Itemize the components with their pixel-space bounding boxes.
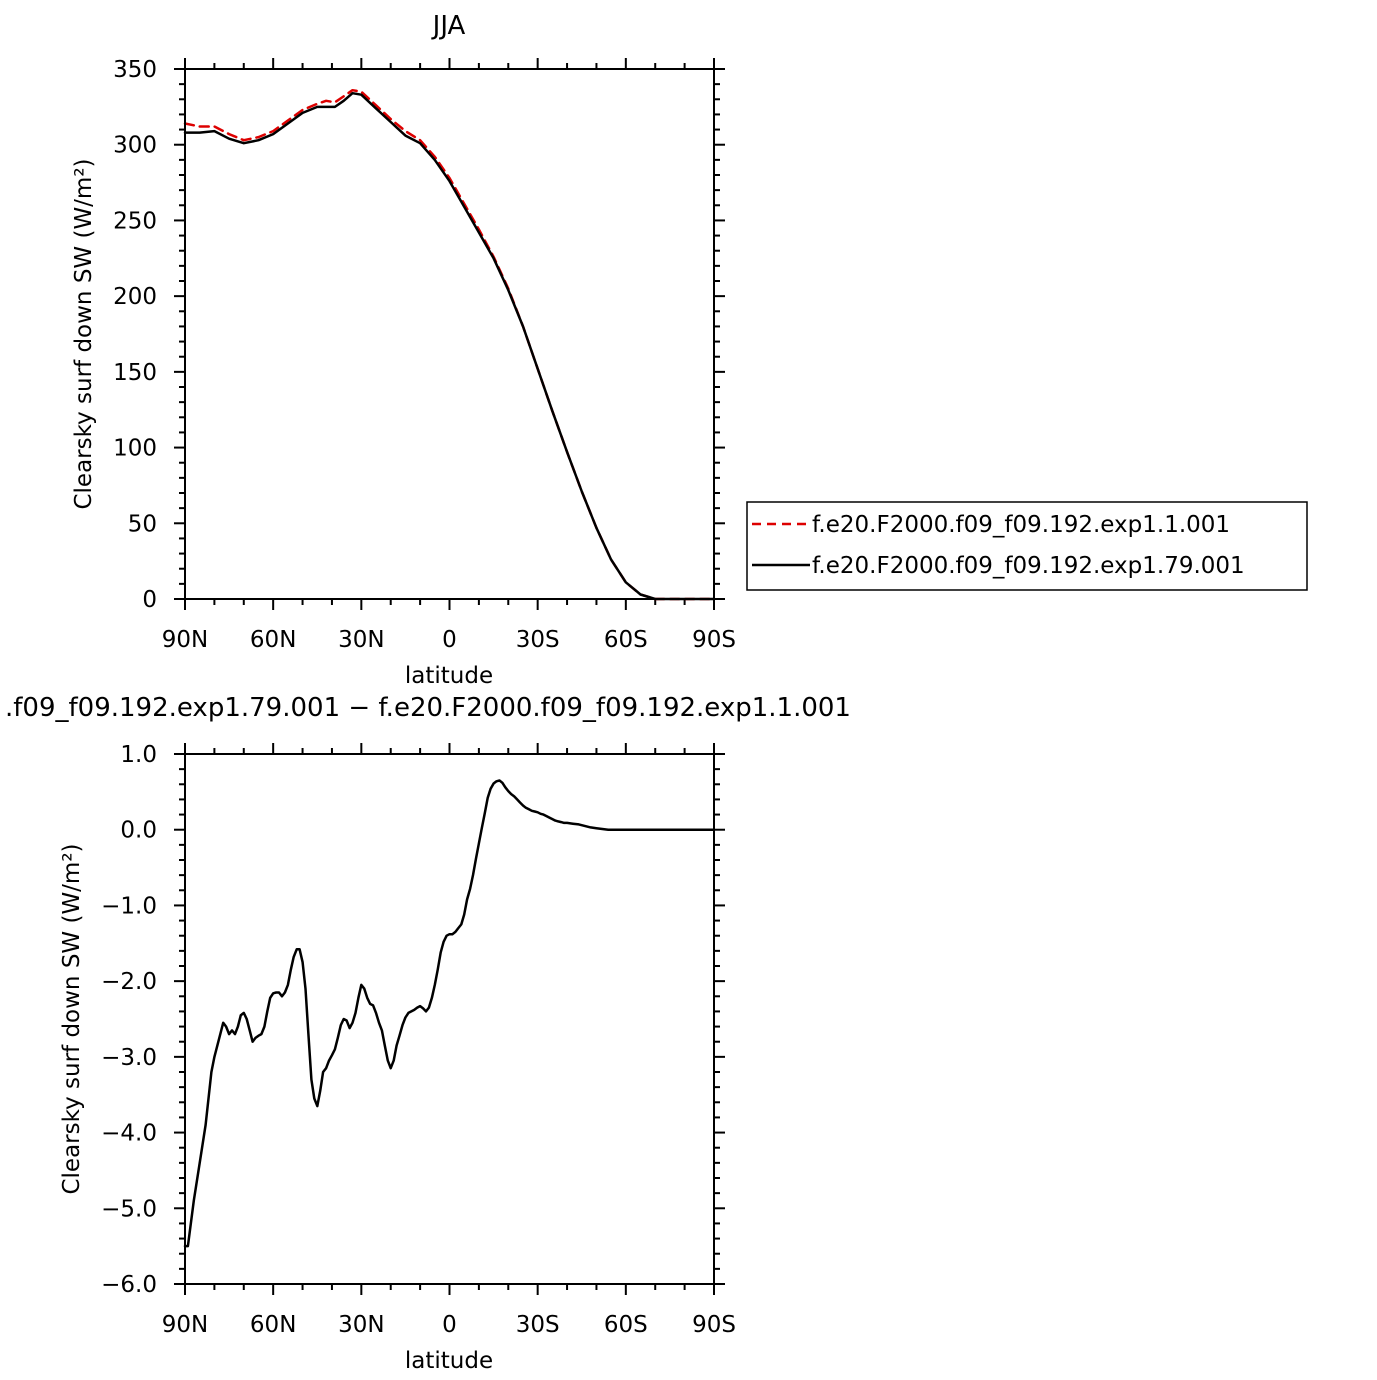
y-tick-label: −1.0 [101,893,157,919]
x-tick-label: 90S [692,1312,736,1338]
x-tick-label: 30S [516,627,560,653]
top-plot-frame [184,68,715,600]
bottom-y-axis-label: Clearsky surf down SW (W/m²) [59,843,85,1194]
legend-label-exp1-1-001: f.e20.F2000.f09_f09.192.exp1.1.001 [812,512,1230,538]
bottom-tick-marks [174,743,725,1295]
legend-label-exp1-79-001: f.e20.F2000.f09_f09.192.exp1.79.001 [812,553,1245,579]
top-series-lines [183,88,716,601]
bottom-plot-frame [184,753,715,1285]
x-tick-label: 60S [604,1312,648,1338]
bottom-plot-title: .f09_f09.192.exp1.79.001 − f.e20.F2000.f… [5,693,851,723]
bottom-x-axis-label: latitude [405,1348,493,1374]
top-x-tick-labels: 90N 60N 30N 0 30S 60S 90S [162,627,736,653]
x-tick-label: 30N [338,627,384,653]
y-tick-label: 350 [113,57,157,83]
bottom-series-lines [183,779,716,1248]
series-line-2-1 [183,779,716,1248]
y-tick-label: 50 [128,511,157,537]
y-tick-label: 100 [113,436,157,462]
bottom-x-tick-labels: 90N 60N 30N 0 30S 60S 90S [162,1312,736,1338]
x-tick-label: 90S [692,627,736,653]
top-y-axis-label: Clearsky surf down SW (W/m²) [71,158,97,509]
x-tick-label: 90N [162,627,208,653]
y-tick-label: 200 [113,284,157,310]
x-tick-label: 30N [338,1312,384,1338]
series-line-1-2 [183,91,716,601]
top-plot-title: JJA [431,11,466,41]
y-tick-label: 150 [113,360,157,386]
x-tick-label: 30S [516,1312,560,1338]
y-tick-label: 0 [142,587,157,613]
top-panel: JJA 90N 60N 30N 0 30S 60S 90S 0 50 100 150 200 250 3… [71,11,736,689]
x-tick-label: 60N [250,627,296,653]
y-tick-label: −6.0 [101,1272,157,1298]
legend-box [746,501,1308,591]
x-tick-label: 0 [442,1312,457,1338]
series-line-1-1 [183,88,716,601]
x-tick-label: 0 [442,627,457,653]
legend: f.e20.F2000.f09_f09.192.exp1.1.001 f.e20… [746,501,1308,591]
x-tick-label: 60S [604,627,648,653]
y-tick-label: 300 [113,133,157,159]
y-tick-label: −3.0 [101,1045,157,1071]
bottom-panel: .f09_f09.192.exp1.79.001 − f.e20.F2000.f… [5,693,851,1374]
y-tick-label: 1.0 [120,742,157,768]
top-x-axis-label: latitude [405,663,493,689]
top-y-tick-labels: 0 50 100 150 200 250 300 350 [113,57,157,613]
y-tick-label: −4.0 [101,1121,157,1147]
x-tick-label: 90N [162,1312,208,1338]
y-tick-label: −5.0 [101,1196,157,1222]
y-tick-label: 250 [113,208,157,234]
bottom-y-tick-labels: 1.0 0.0 −1.0 −2.0 −3.0 −4.0 −5.0 −6.0 [101,742,157,1298]
y-tick-label: −2.0 [101,969,157,995]
y-tick-label: 0.0 [120,818,157,844]
x-tick-label: 60N [250,1312,296,1338]
